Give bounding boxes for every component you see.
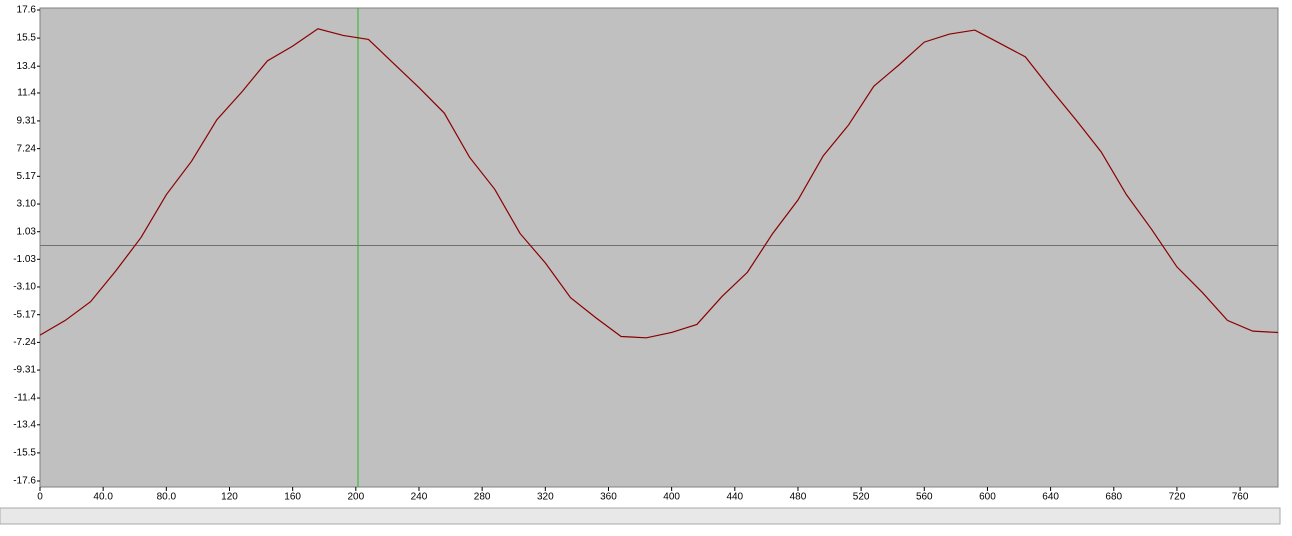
y-tick-label: -11.4 [14,393,36,404]
x-tick-label: 400 [663,492,680,503]
x-tick-label: 0 [37,492,43,503]
y-tick-label: -17.6 [13,476,36,487]
y-tick-label: -7.24 [13,337,36,348]
data-line [39,28,1279,339]
x-tick-label: 240 [411,492,428,503]
y-tick-label: 13.4 [17,61,37,72]
y-tick-label: 17.6 [17,5,37,16]
y-tick-label: -1.03 [13,254,36,265]
status-strip [0,507,1281,525]
x-tick-label: 560 [916,492,933,503]
plot-area [39,7,1279,488]
y-tick-label: 15.5 [17,33,37,44]
x-tick-label: 680 [1105,492,1122,503]
x-tick-label: 520 [853,492,870,503]
y-tick-label: -5.17 [13,309,36,320]
x-tick-label: 40.0 [93,492,113,503]
y-tick-label: 5.17 [17,171,37,182]
x-tick-label: 720 [1169,492,1186,503]
x-tick-label: 280 [474,492,491,503]
y-tick-label: 3.10 [17,199,37,210]
x-tick-label: 640 [1042,492,1059,503]
x-tick-label: 200 [347,492,364,503]
x-tick-label: 80.0 [157,492,177,503]
y-tick-label: 11.4 [17,88,36,99]
x-tick-label: 120 [221,492,238,503]
x-tick-label: 480 [790,492,807,503]
x-tick-label: 360 [600,492,617,503]
y-tick-label: -15.5 [13,448,36,459]
y-tick-label: 1.03 [17,226,37,237]
x-tick-label: 160 [284,492,301,503]
x-tick-label: 760 [1232,492,1249,503]
x-tick-label: 600 [979,492,996,503]
x-tick-label: 440 [726,492,743,503]
y-tick-label: -13.4 [13,419,36,430]
y-tick-label: 9.31 [17,116,37,127]
x-tick-label: 320 [537,492,554,503]
y-tick-label: -9.31 [13,365,36,376]
y-tick-label: 7.24 [17,143,37,154]
y-tick-label: -3.10 [13,282,36,293]
